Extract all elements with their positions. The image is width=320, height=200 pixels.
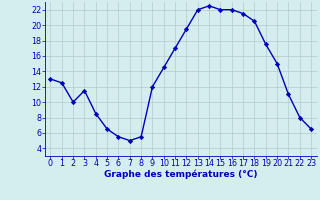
X-axis label: Graphe des températures (°C): Graphe des températures (°C) — [104, 170, 258, 179]
